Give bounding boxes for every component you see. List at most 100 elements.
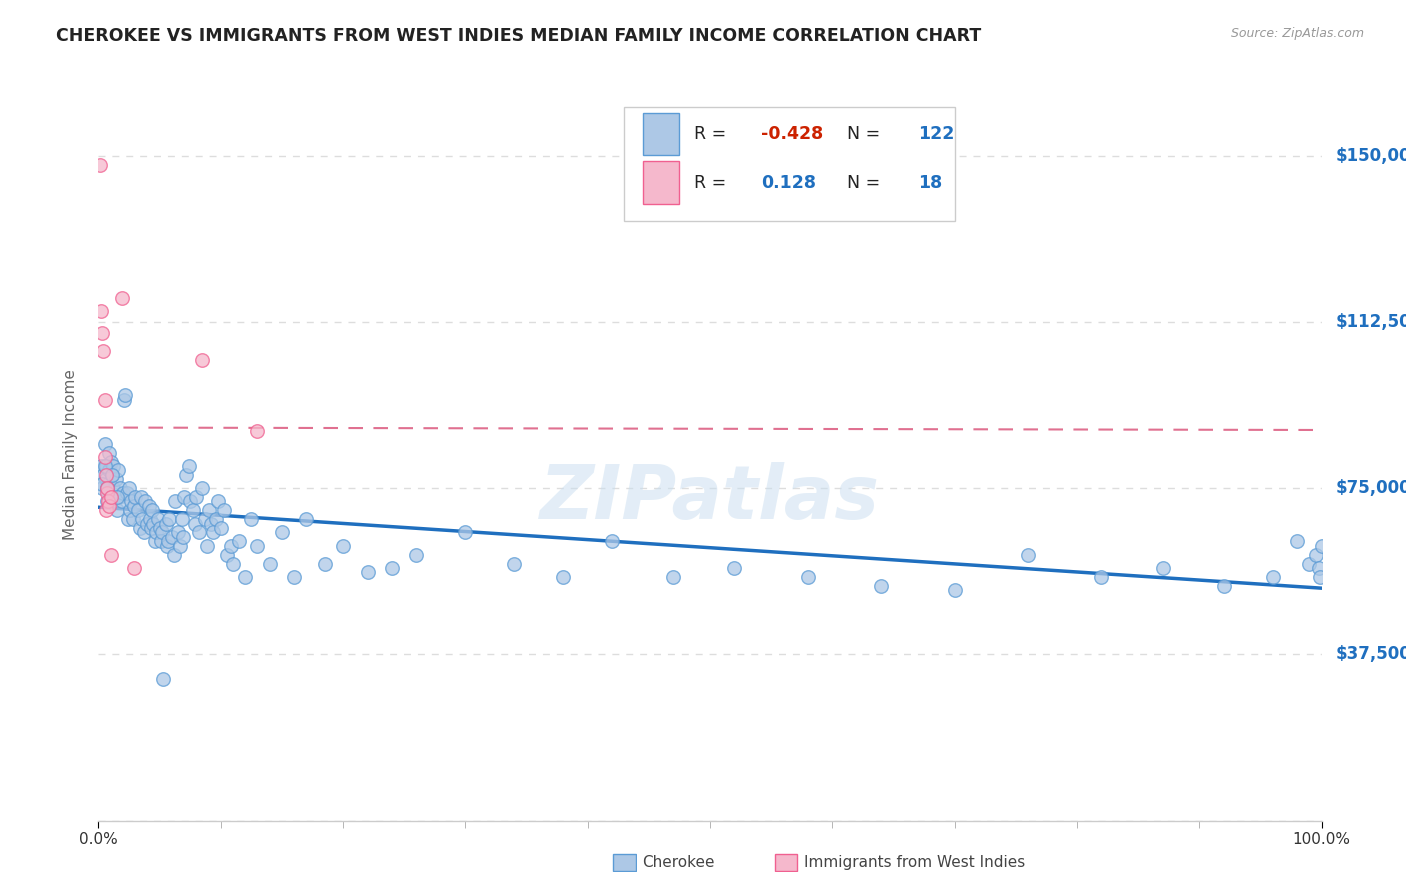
Point bbox=[165, 494, 187, 508]
Point bbox=[181, 503, 204, 517]
Point bbox=[93, 392, 115, 407]
Point bbox=[122, 499, 145, 513]
Point bbox=[103, 490, 125, 504]
Point bbox=[129, 521, 152, 535]
Point bbox=[172, 530, 194, 544]
Text: $150,000: $150,000 bbox=[1336, 146, 1406, 165]
Text: Immigrants from West Indies: Immigrants from West Indies bbox=[804, 855, 1025, 870]
Text: 0.128: 0.128 bbox=[762, 174, 817, 192]
Text: Cherokee: Cherokee bbox=[643, 855, 716, 870]
Point bbox=[100, 485, 122, 500]
Point bbox=[111, 485, 134, 500]
Point bbox=[134, 494, 156, 508]
Point bbox=[143, 534, 166, 549]
Point bbox=[270, 525, 294, 540]
Point bbox=[797, 570, 820, 584]
Point bbox=[194, 512, 217, 526]
Point bbox=[93, 450, 115, 464]
Point bbox=[96, 485, 118, 500]
Point bbox=[141, 503, 163, 517]
Point bbox=[120, 494, 142, 508]
Text: ZIPatlas: ZIPatlas bbox=[540, 462, 880, 535]
Point bbox=[233, 570, 256, 584]
Point bbox=[209, 521, 232, 535]
Point bbox=[93, 437, 115, 451]
FancyBboxPatch shape bbox=[624, 108, 955, 221]
Point bbox=[156, 539, 179, 553]
Text: $112,500: $112,500 bbox=[1336, 313, 1406, 331]
Point bbox=[114, 388, 136, 402]
Point bbox=[111, 291, 134, 305]
Point bbox=[215, 548, 238, 562]
Point bbox=[405, 548, 427, 562]
Text: 122: 122 bbox=[918, 125, 955, 143]
Point bbox=[105, 490, 128, 504]
Point bbox=[112, 392, 135, 407]
Point bbox=[160, 530, 183, 544]
FancyBboxPatch shape bbox=[775, 854, 797, 871]
FancyBboxPatch shape bbox=[613, 854, 636, 871]
Point bbox=[131, 512, 153, 526]
Point bbox=[91, 476, 114, 491]
Point bbox=[149, 521, 172, 535]
Point bbox=[195, 539, 218, 553]
Point bbox=[91, 481, 114, 495]
Point bbox=[222, 557, 245, 571]
Point bbox=[110, 481, 132, 495]
Text: $75,000: $75,000 bbox=[1336, 479, 1406, 497]
Point bbox=[139, 521, 162, 535]
Text: -0.428: -0.428 bbox=[762, 125, 824, 143]
Point bbox=[1308, 561, 1330, 575]
Point bbox=[157, 534, 180, 549]
Text: R =: R = bbox=[695, 174, 733, 192]
Point bbox=[101, 467, 124, 482]
Point bbox=[870, 579, 893, 593]
Point bbox=[723, 561, 745, 575]
Point bbox=[1286, 534, 1309, 549]
Point bbox=[149, 534, 172, 549]
Point bbox=[122, 561, 145, 575]
Point bbox=[454, 525, 477, 540]
Point bbox=[214, 503, 236, 517]
Point bbox=[94, 467, 117, 482]
Point bbox=[191, 481, 214, 495]
Point bbox=[332, 539, 354, 553]
Point bbox=[240, 512, 263, 526]
Point bbox=[283, 570, 305, 584]
Point bbox=[105, 503, 128, 517]
Point bbox=[246, 539, 269, 553]
Text: N =: N = bbox=[846, 125, 886, 143]
Text: CHEROKEE VS IMMIGRANTS FROM WEST INDIES MEDIAN FAMILY INCOME CORRELATION CHART: CHEROKEE VS IMMIGRANTS FROM WEST INDIES … bbox=[56, 27, 981, 45]
Point bbox=[157, 512, 180, 526]
Point bbox=[96, 481, 118, 495]
Point bbox=[295, 512, 318, 526]
Point bbox=[1261, 570, 1284, 584]
Point bbox=[259, 557, 281, 571]
Point bbox=[93, 458, 115, 473]
Point bbox=[187, 525, 209, 540]
Point bbox=[167, 525, 190, 540]
FancyBboxPatch shape bbox=[643, 161, 679, 204]
Point bbox=[111, 494, 134, 508]
Text: Source: ZipAtlas.com: Source: ZipAtlas.com bbox=[1230, 27, 1364, 40]
Point bbox=[314, 557, 336, 571]
Point bbox=[207, 494, 229, 508]
Point bbox=[142, 516, 165, 531]
Point bbox=[90, 303, 112, 318]
Point bbox=[118, 481, 141, 495]
Point bbox=[202, 525, 225, 540]
Point bbox=[600, 534, 623, 549]
Point bbox=[101, 467, 124, 482]
Point bbox=[136, 516, 159, 531]
Point bbox=[97, 494, 120, 508]
Point bbox=[91, 343, 114, 358]
Point bbox=[150, 525, 173, 540]
Point bbox=[1298, 557, 1320, 571]
Point bbox=[163, 548, 186, 562]
Point bbox=[104, 472, 127, 486]
Point bbox=[155, 516, 177, 531]
Point bbox=[100, 454, 122, 468]
Point bbox=[169, 539, 191, 553]
Point bbox=[129, 490, 152, 504]
Point bbox=[197, 503, 219, 517]
